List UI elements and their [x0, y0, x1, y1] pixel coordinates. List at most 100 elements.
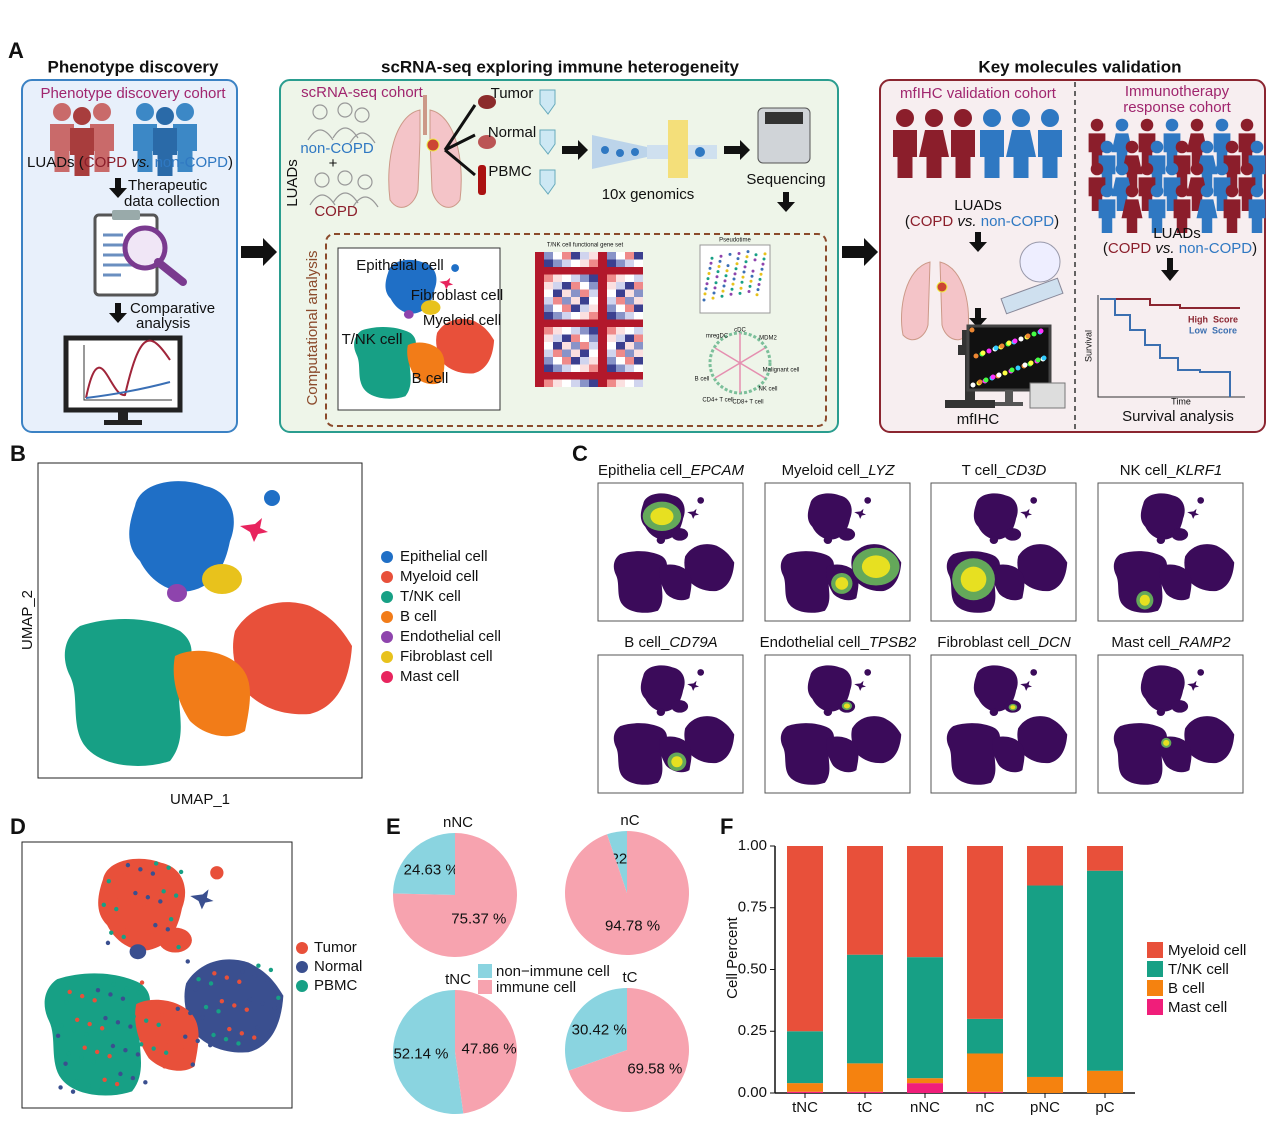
heatmap-cell [544, 304, 553, 312]
legend-label: Myeloid cell [1168, 942, 1246, 959]
heatmap-cell [562, 312, 571, 320]
x-tick-label: pNC [1030, 1099, 1060, 1116]
heatmap-cell [553, 312, 562, 320]
heatmap-cell [616, 267, 625, 275]
cell-dot [165, 927, 171, 932]
scatter-dot [723, 279, 727, 283]
ihc-dot [977, 379, 983, 385]
heatmap-cell [625, 267, 634, 275]
scrna-box-part-part [357, 174, 373, 190]
heatmap-cell [580, 252, 589, 260]
heatmap-cell [634, 334, 643, 342]
text-part: COPD [910, 213, 954, 230]
person-icon [1150, 140, 1164, 154]
heatmap-cell [571, 364, 580, 372]
legend-swatch [1147, 980, 1163, 996]
scrna-box-part: Myeloid cell [423, 312, 501, 329]
heatmap-cell [616, 364, 625, 372]
feature-cell: B cell_ [624, 634, 670, 651]
scrna-box-part-part [314, 172, 330, 188]
legend-label: Fibroblast cell [400, 648, 493, 665]
heatmap-cell [598, 304, 607, 312]
heatmap-cell [544, 274, 553, 282]
network-label: MDM2 [759, 336, 777, 342]
text-part: ) [1054, 213, 1059, 230]
text-part: ) [228, 154, 233, 171]
heatmap-cell [571, 304, 580, 312]
scrna-box-part-part [309, 192, 379, 208]
bar-segment [787, 846, 823, 1032]
ihc-dot [1002, 370, 1008, 376]
person-icon [1173, 199, 1191, 233]
bar-segment [967, 1053, 1003, 1092]
scrna-box-part [388, 109, 462, 208]
phenotype-box-part [83, 345, 172, 401]
legend-label: B cell [400, 608, 437, 625]
scrna-box-part-part [337, 102, 353, 118]
pie-slice [607, 830, 627, 893]
cell-dot [227, 1026, 232, 1032]
cell-dot [111, 982, 116, 987]
cell-dot [103, 1015, 108, 1021]
ihc-dot [1015, 365, 1021, 371]
heatmap-cell [562, 297, 571, 305]
cell-dot [67, 989, 72, 995]
ihc-dot [983, 377, 989, 383]
bar-segment [967, 1091, 1003, 1093]
scrna-box-part [724, 140, 750, 160]
scatter-dot [713, 286, 717, 290]
heatmap-cell [589, 297, 598, 305]
expression [861, 555, 891, 578]
person-icon [1250, 140, 1264, 154]
person-icon [1175, 184, 1189, 198]
cell-dot [211, 1032, 216, 1038]
scatter-dot [706, 277, 710, 281]
x-tick-label: tNC [792, 1099, 818, 1116]
person-icon [1100, 184, 1114, 198]
ihc-dot [1041, 355, 1047, 361]
person-icon [1200, 140, 1214, 154]
scatter-dot [751, 269, 755, 273]
heatmap-cell [634, 372, 643, 380]
heatmap-cell [571, 379, 580, 387]
person-icon [1115, 162, 1129, 176]
scatter-dot [756, 288, 760, 292]
scatter-dot [735, 262, 739, 266]
legend-label: non−immune cell [496, 963, 610, 980]
cell-dot [123, 1048, 128, 1053]
cell-dot [237, 979, 242, 984]
heatmap-cell [553, 259, 562, 267]
heatmap-cell [580, 364, 589, 372]
network-label: CD8+ T cell [732, 400, 763, 406]
person-icon [893, 130, 917, 178]
person-icon [1225, 140, 1239, 154]
feature-title: Endothelial cell_TPSB2 [760, 634, 917, 651]
cell-dot [87, 1021, 92, 1027]
heatmap-cell [598, 364, 607, 372]
person-icon [1223, 199, 1241, 233]
person-icon [1215, 118, 1229, 132]
legend-label: PBMC [314, 977, 358, 994]
person-icon [1041, 109, 1059, 127]
feature-gene: RAMP2 [1179, 634, 1231, 651]
pie-slice [564, 831, 689, 955]
heatmap-cell [571, 342, 580, 350]
person-icon [980, 130, 1004, 178]
person-icon [93, 103, 111, 121]
heatmap-cell [535, 372, 544, 380]
cell-dot [265, 977, 270, 983]
sample-umap-part: Tumor Normal PBMC [296, 939, 362, 994]
person-icon [1006, 130, 1036, 178]
ihc-dot [1022, 362, 1028, 368]
scrna-box-part: Epithelial cell [356, 257, 444, 274]
panel-label: E [386, 814, 401, 839]
heatmap-cell [598, 252, 607, 260]
legend-label: Epithelial cell [400, 548, 488, 565]
heatmap-cell [625, 379, 634, 387]
text-part: ( [905, 213, 910, 230]
heatmap-cell [616, 282, 625, 290]
cell-dot [156, 1022, 161, 1028]
cell-dot [143, 1080, 148, 1085]
legend-label: Mast cell [1168, 999, 1227, 1016]
